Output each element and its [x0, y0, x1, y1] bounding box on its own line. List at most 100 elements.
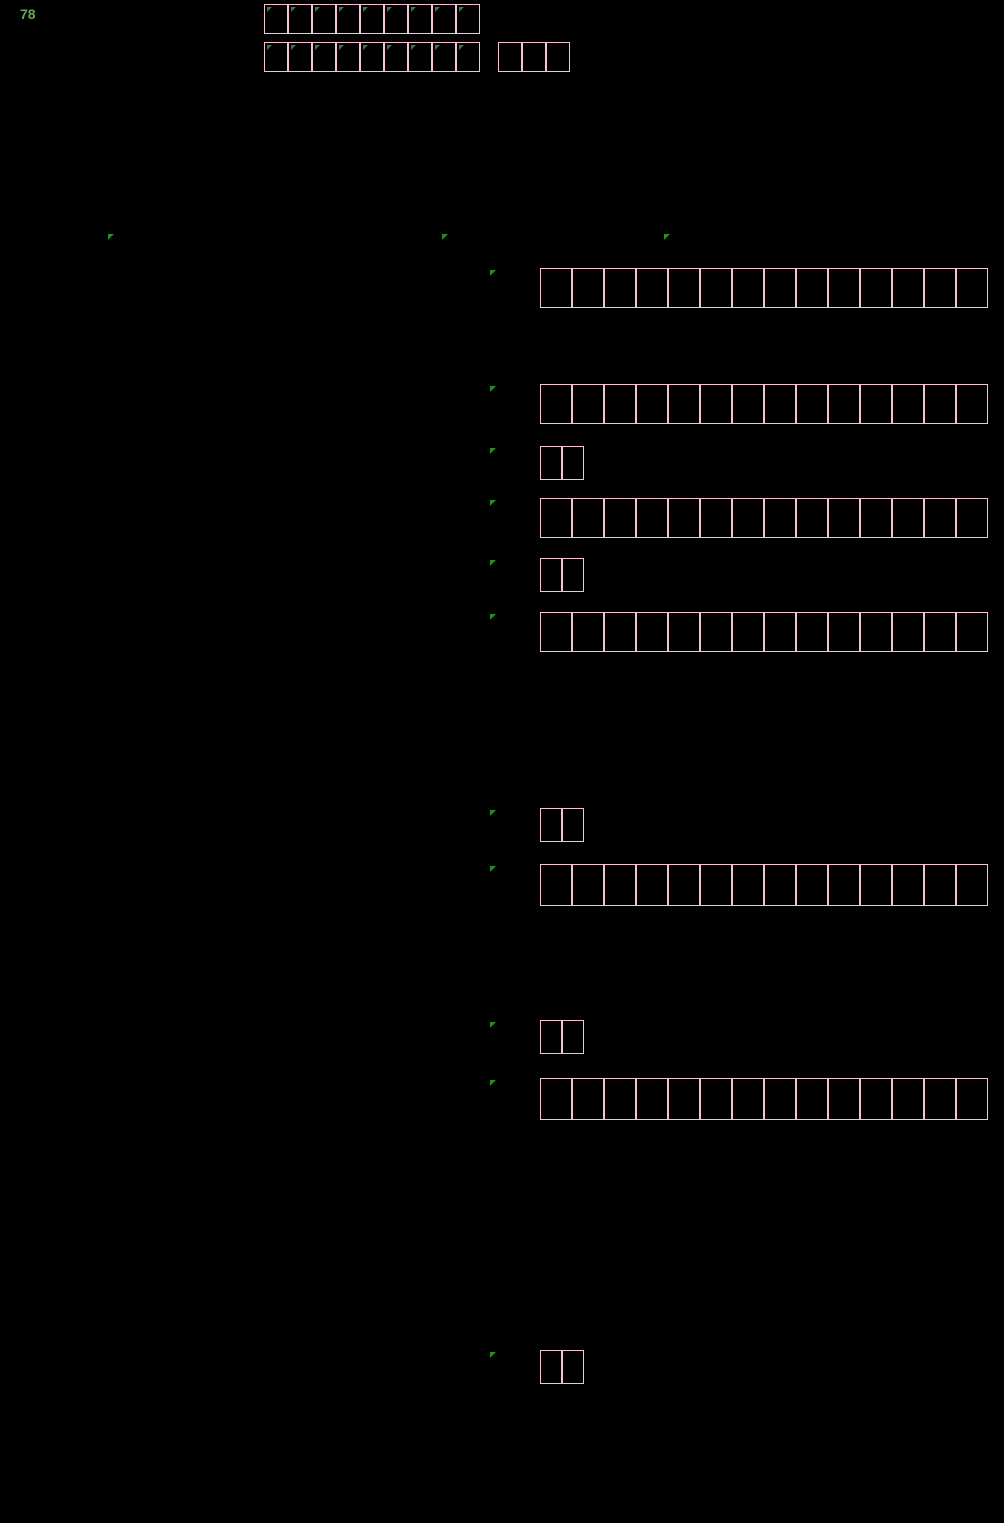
tick-icon	[435, 7, 440, 12]
char-box	[700, 268, 732, 308]
char-box	[636, 1078, 668, 1120]
char-box	[732, 498, 764, 538]
tick-icon	[291, 45, 296, 50]
bullet-marker-icon	[490, 500, 496, 506]
tick-icon	[291, 7, 296, 12]
char-box	[892, 268, 924, 308]
char-box	[312, 42, 336, 72]
tick-icon	[315, 7, 320, 12]
char-box	[828, 498, 860, 538]
char-box	[764, 864, 796, 906]
char-box	[860, 612, 892, 652]
box-row	[540, 268, 988, 308]
box-row	[540, 808, 584, 842]
char-box	[892, 384, 924, 424]
box-row	[498, 42, 570, 72]
char-box	[796, 384, 828, 424]
char-box	[956, 268, 988, 308]
char-box	[892, 498, 924, 538]
char-box	[572, 612, 604, 652]
bullet-marker-icon	[490, 270, 496, 276]
char-box	[546, 42, 570, 72]
tick-icon	[459, 7, 464, 12]
char-box	[796, 268, 828, 308]
tick-icon	[387, 45, 392, 50]
char-box	[828, 612, 860, 652]
tick-icon	[315, 45, 320, 50]
box-row	[264, 4, 480, 34]
tick-icon	[267, 7, 272, 12]
char-box	[732, 268, 764, 308]
char-box	[540, 558, 562, 592]
char-box	[312, 4, 336, 34]
char-box	[384, 42, 408, 72]
box-row	[540, 558, 584, 592]
bullet-marker-icon	[442, 234, 448, 240]
char-box	[288, 42, 312, 72]
char-box	[700, 498, 732, 538]
char-box	[924, 384, 956, 424]
box-row	[540, 864, 988, 906]
char-box	[456, 4, 480, 34]
char-box	[892, 864, 924, 906]
char-box	[562, 1350, 584, 1384]
char-box	[336, 42, 360, 72]
char-box	[498, 42, 522, 72]
char-box	[764, 498, 796, 538]
char-box	[796, 612, 828, 652]
box-row	[540, 1350, 584, 1384]
char-box	[828, 384, 860, 424]
char-box	[796, 864, 828, 906]
char-box	[956, 384, 988, 424]
char-box	[264, 42, 288, 72]
char-box	[572, 268, 604, 308]
box-row	[540, 384, 988, 424]
char-box	[860, 1078, 892, 1120]
char-box	[956, 498, 988, 538]
char-box	[408, 42, 432, 72]
box-row	[540, 498, 988, 538]
bullet-marker-icon	[664, 234, 670, 240]
char-box	[764, 268, 796, 308]
char-box	[668, 1078, 700, 1120]
char-box	[540, 446, 562, 480]
char-box	[562, 446, 584, 480]
tick-icon	[339, 45, 344, 50]
char-box	[668, 268, 700, 308]
tick-icon	[363, 7, 368, 12]
char-box	[540, 498, 572, 538]
char-box	[796, 498, 828, 538]
char-box	[572, 864, 604, 906]
char-box	[668, 384, 700, 424]
char-box	[892, 1078, 924, 1120]
char-box	[924, 612, 956, 652]
page-number: 78	[20, 6, 36, 22]
char-box	[604, 498, 636, 538]
char-box	[892, 612, 924, 652]
char-box	[604, 1078, 636, 1120]
char-box	[562, 558, 584, 592]
char-box	[828, 268, 860, 308]
char-box	[336, 4, 360, 34]
char-box	[540, 864, 572, 906]
char-box	[562, 1020, 584, 1054]
bullet-marker-icon	[490, 386, 496, 392]
char-box	[540, 384, 572, 424]
char-box	[828, 1078, 860, 1120]
char-box	[572, 498, 604, 538]
char-box	[540, 808, 562, 842]
bullet-marker-icon	[490, 560, 496, 566]
tick-icon	[411, 7, 416, 12]
char-box	[604, 864, 636, 906]
char-box	[288, 4, 312, 34]
char-box	[636, 864, 668, 906]
char-box	[604, 384, 636, 424]
char-box	[540, 1020, 562, 1054]
char-box	[668, 498, 700, 538]
char-box	[604, 268, 636, 308]
char-box	[860, 268, 892, 308]
char-box	[432, 4, 456, 34]
char-box	[432, 42, 456, 72]
char-box	[700, 1078, 732, 1120]
tick-icon	[459, 45, 464, 50]
